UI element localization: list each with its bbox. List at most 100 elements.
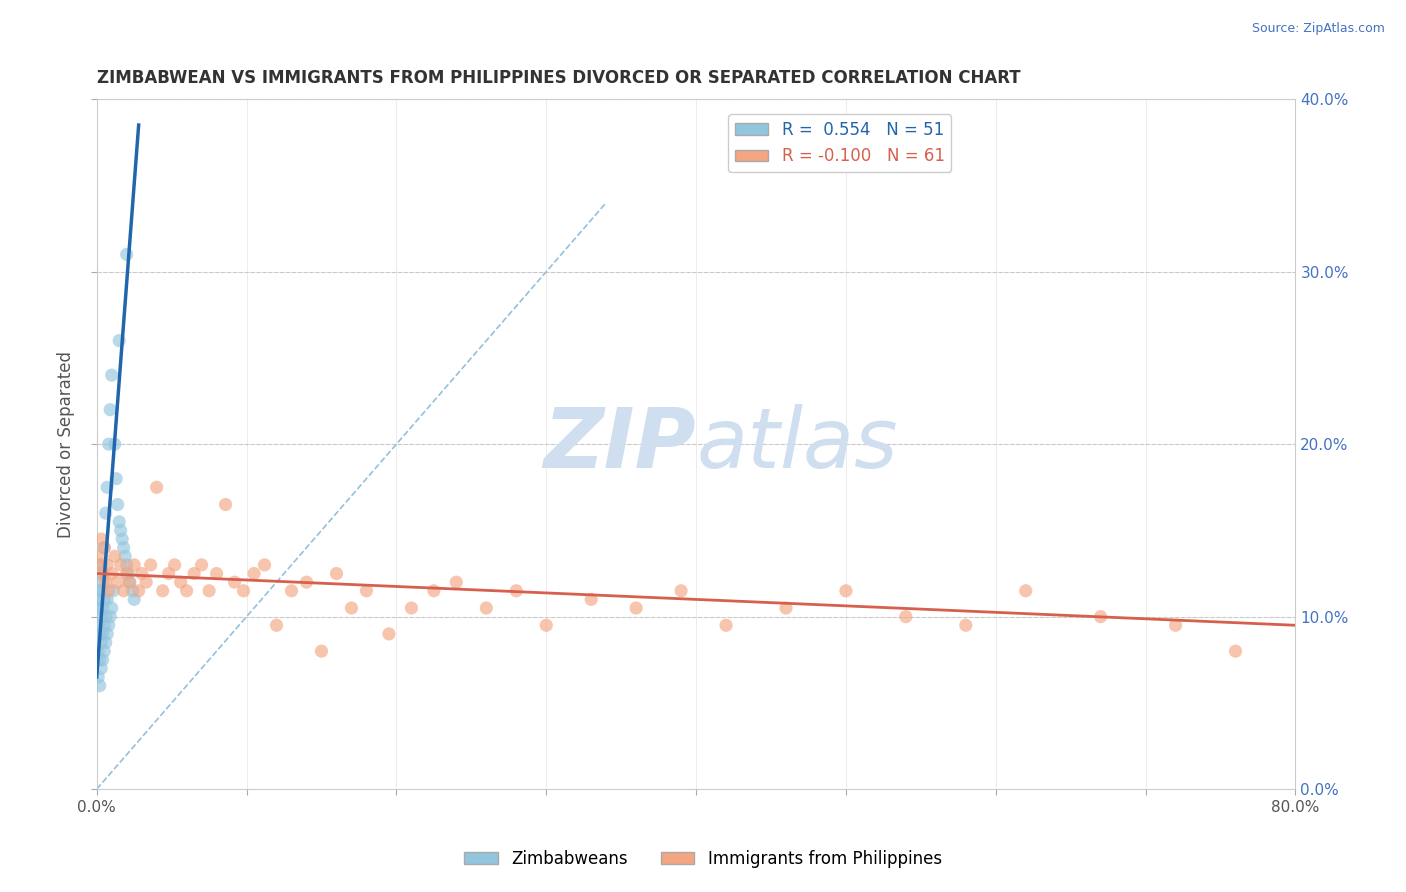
Point (122, 592, 145, 607)
Point (176, 583, 198, 598)
Point (97, 437, 120, 451)
Point (89, 653, 111, 667)
Point (1225, 644, 1247, 658)
Point (356, 583, 378, 598)
Point (96, 592, 118, 607)
Point (91, 566, 114, 581)
Point (103, 583, 125, 598)
Point (89, 627, 111, 641)
Point (311, 644, 333, 658)
Y-axis label: Divorced or Separated: Divorced or Separated (58, 351, 75, 538)
Point (108, 334, 131, 348)
Point (104, 549, 127, 564)
Point (87, 670, 110, 684)
Point (93, 592, 115, 607)
Point (90, 558, 112, 572)
Text: atlas: atlas (696, 404, 897, 484)
Point (87, 549, 110, 564)
Point (117, 566, 139, 581)
Point (90, 635, 112, 649)
Point (579, 592, 602, 607)
Point (87, 592, 110, 607)
Point (97, 583, 120, 598)
Point (475, 601, 498, 615)
Point (118, 575, 141, 590)
Point (169, 575, 191, 590)
Point (89, 566, 111, 581)
Point (378, 627, 401, 641)
Point (190, 558, 212, 572)
Point (1015, 583, 1038, 598)
Point (91, 653, 114, 667)
Point (104, 437, 127, 451)
Point (94, 635, 117, 649)
Point (100, 566, 122, 581)
Point (107, 498, 129, 512)
Point (536, 618, 558, 632)
Point (505, 583, 527, 598)
Point (90, 661, 112, 675)
Point (87, 618, 110, 632)
Point (90, 609, 112, 624)
Point (446, 575, 468, 590)
Text: ZIMBABWEAN VS IMMIGRANTS FROM PHILIPPINES DIVORCED OR SEPARATED CORRELATION CHAR: ZIMBABWEAN VS IMMIGRANTS FROM PHILIPPINE… (97, 69, 1021, 87)
Point (224, 575, 246, 590)
Point (115, 566, 138, 581)
Point (94, 575, 117, 590)
Point (205, 566, 228, 581)
Point (894, 609, 917, 624)
Point (325, 566, 347, 581)
Point (624, 601, 647, 615)
Point (340, 601, 363, 615)
Point (295, 575, 318, 590)
Point (955, 618, 977, 632)
Point (110, 558, 132, 572)
Point (96, 480, 118, 494)
Point (163, 558, 186, 572)
Point (135, 575, 157, 590)
Point (89, 679, 111, 693)
Point (114, 549, 136, 564)
Point (145, 480, 167, 494)
Point (121, 583, 143, 598)
Legend: R =  0.554   N = 51, R = -0.100   N = 61: R = 0.554 N = 51, R = -0.100 N = 61 (728, 114, 952, 172)
Point (266, 618, 288, 632)
Point (253, 558, 276, 572)
Point (152, 583, 174, 598)
Point (214, 498, 236, 512)
Point (98, 609, 121, 624)
Text: Source: ZipAtlas.com: Source: ZipAtlas.com (1251, 22, 1385, 36)
Point (93, 618, 115, 632)
Point (118, 575, 141, 590)
Text: ZIP: ZIP (544, 404, 696, 484)
Point (775, 601, 797, 615)
Point (128, 583, 150, 598)
Point (198, 583, 221, 598)
Legend: Zimbabweans, Immigrants from Philippines: Zimbabweans, Immigrants from Philippines (457, 844, 949, 875)
Point (232, 583, 254, 598)
Point (112, 583, 135, 598)
Point (105, 472, 128, 486)
Point (89, 601, 111, 615)
Point (108, 515, 131, 529)
Point (401, 601, 423, 615)
Point (89, 558, 111, 572)
Point (183, 566, 205, 581)
Point (94, 609, 117, 624)
Point (100, 368, 122, 383)
Point (115, 558, 138, 572)
Point (87, 644, 110, 658)
Point (157, 566, 180, 581)
Point (115, 247, 138, 261)
Point (111, 532, 134, 546)
Point (139, 558, 162, 572)
Point (93, 541, 115, 555)
Point (96, 558, 118, 572)
Point (91, 601, 114, 615)
Point (100, 601, 122, 615)
Point (89, 583, 111, 598)
Point (280, 583, 302, 598)
Point (90, 583, 112, 598)
Point (97, 618, 120, 632)
Point (1164, 618, 1187, 632)
